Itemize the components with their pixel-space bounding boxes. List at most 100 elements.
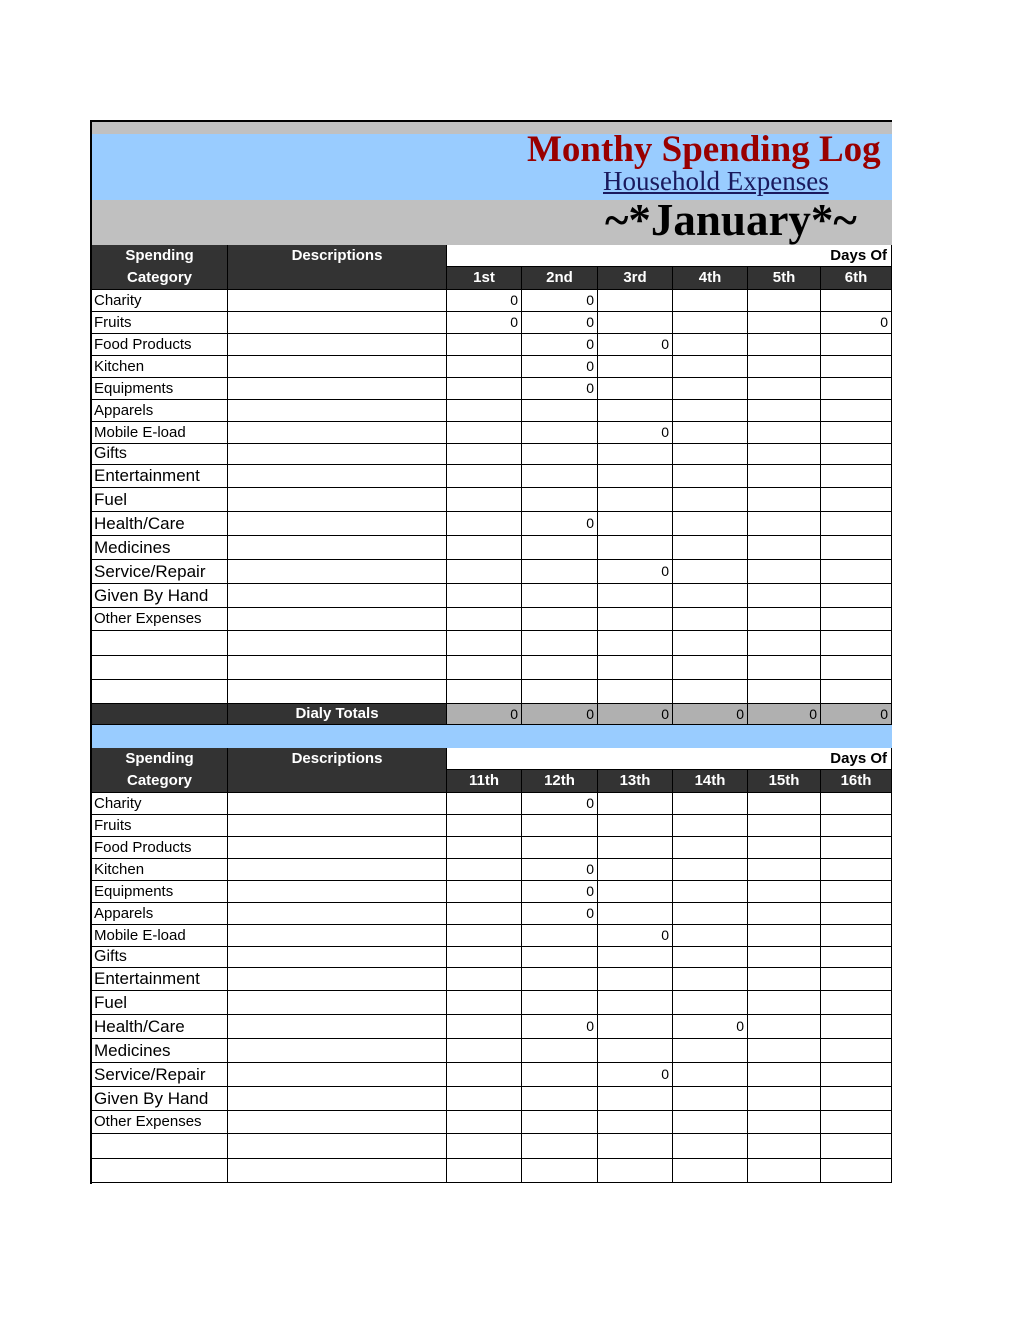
day-cell (522, 1111, 598, 1134)
day-cell: 0 (522, 881, 598, 903)
category-cell: Fruits (92, 815, 228, 837)
day-cell (598, 608, 673, 631)
description-cell (228, 881, 447, 903)
category-cell: Medicines (92, 536, 228, 560)
day-cell (598, 512, 673, 536)
day-cell (673, 1134, 748, 1159)
day-cell (821, 947, 892, 968)
category-cell: Mobile E-load (92, 422, 228, 444)
top-strip (92, 122, 892, 134)
total-cell: 0 (598, 704, 673, 725)
day-cell (821, 334, 892, 356)
day-cell (522, 444, 598, 465)
description-cell (228, 356, 447, 378)
category-cell: Charity (92, 290, 228, 312)
day-cell (748, 608, 821, 631)
day-cell (598, 656, 673, 680)
day-cell: 0 (447, 290, 522, 312)
day-cell (447, 400, 522, 422)
day-cell (821, 356, 892, 378)
day-cell (447, 560, 522, 584)
day-cell (598, 465, 673, 488)
day-cell (522, 422, 598, 444)
day-cell (821, 608, 892, 631)
day-cell (748, 837, 821, 859)
day-header: 6th (821, 267, 892, 290)
day-cell (598, 815, 673, 837)
day-cell (598, 837, 673, 859)
day-cell (821, 1159, 892, 1183)
day-cell (598, 356, 673, 378)
day-cell (748, 584, 821, 608)
category-header-line: Spending (125, 247, 194, 264)
title: Monthy Spending Log (527, 129, 881, 170)
day-cell (673, 444, 748, 465)
total-cell: 0 (748, 704, 821, 725)
description-cell (228, 631, 447, 656)
description-cell (228, 378, 447, 400)
day-cell (522, 631, 598, 656)
day-cell (598, 881, 673, 903)
day-cell (522, 1087, 598, 1111)
day-cell (522, 815, 598, 837)
category-cell (92, 680, 228, 704)
day-cell (598, 793, 673, 815)
day-cell (821, 400, 892, 422)
day-cell (821, 837, 892, 859)
description-cell (228, 925, 447, 947)
day-cell (522, 536, 598, 560)
description-cell (228, 1111, 447, 1134)
day-cell (673, 903, 748, 925)
day-cell (673, 488, 748, 512)
descriptions-header: Descriptions (228, 748, 447, 793)
day-cell (522, 925, 598, 947)
total-cell: 0 (821, 704, 892, 725)
day-cell (598, 631, 673, 656)
category-cell: Service/Repair (92, 560, 228, 584)
description-cell (228, 1063, 447, 1087)
category-header-line: Category (126, 269, 193, 286)
category-cell: Kitchen (92, 356, 228, 378)
category-cell: Medicines (92, 1039, 228, 1063)
day-cell (673, 334, 748, 356)
day-cell (821, 925, 892, 947)
description-cell (228, 584, 447, 608)
month-band (92, 200, 892, 245)
day-cell (673, 512, 748, 536)
category-cell: Fruits (92, 312, 228, 334)
day-cell (821, 465, 892, 488)
day-cell: 0 (598, 560, 673, 584)
day-cell (598, 536, 673, 560)
day-cell (673, 1039, 748, 1063)
day-cell (673, 793, 748, 815)
day-cell (748, 290, 821, 312)
description-cell (228, 290, 447, 312)
day-cell (598, 312, 673, 334)
day-header: 15th (748, 770, 821, 793)
day-cell (522, 656, 598, 680)
day-cell (447, 444, 522, 465)
description-cell (228, 400, 447, 422)
day-cell (447, 465, 522, 488)
day-header: 13th (598, 770, 673, 793)
description-cell (228, 512, 447, 536)
day-cell (821, 1039, 892, 1063)
category-cell: Gifts (92, 444, 228, 465)
day-cell (673, 859, 748, 881)
day-cell: 0 (522, 356, 598, 378)
day-cell (673, 290, 748, 312)
description-cell (228, 815, 447, 837)
day-cell: 0 (821, 312, 892, 334)
day-cell (673, 991, 748, 1015)
day-cell: 0 (522, 512, 598, 536)
day-cell (821, 444, 892, 465)
description-cell (228, 488, 447, 512)
category-cell: Food Products (92, 334, 228, 356)
category-cell: Service/Repair (92, 1063, 228, 1087)
description-cell (228, 1159, 447, 1183)
day-cell (748, 1039, 821, 1063)
day-cell: 0 (522, 859, 598, 881)
day-cell (598, 859, 673, 881)
day-cell (673, 378, 748, 400)
category-cell: Mobile E-load (92, 925, 228, 947)
